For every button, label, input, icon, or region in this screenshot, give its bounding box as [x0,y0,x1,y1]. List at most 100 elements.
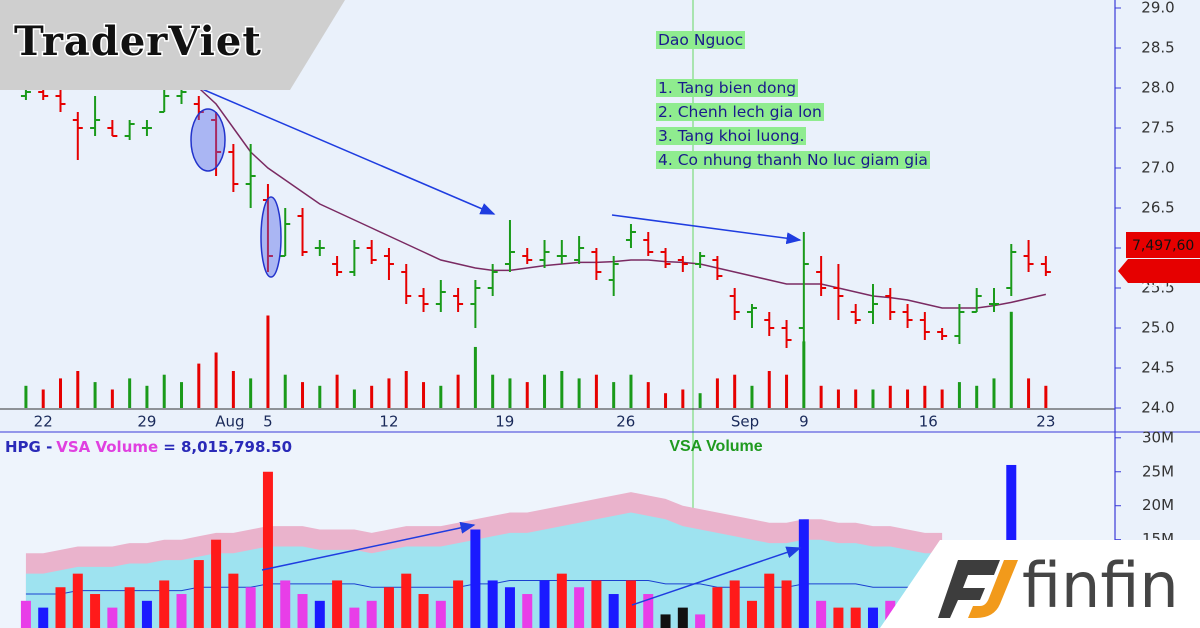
price-volume-bar [767,371,771,408]
price-volume-bar [352,389,356,408]
volume-bar [608,594,619,628]
price-volume-bar [664,393,668,408]
volume-bar [556,573,567,628]
price-volume-bar [525,382,529,408]
y-tick-label: 28.0 [1141,79,1174,97]
price-volume-bar [180,382,184,408]
price-volume-bar [24,385,28,408]
y-tick-label: 25M [1142,462,1174,480]
volume-bar [487,580,498,628]
volume-bar [38,607,49,628]
price-volume-bar [733,374,737,408]
volume-bar [816,600,827,628]
price-volume-bar [473,346,477,408]
x-tick-label: 26 [616,413,635,431]
price-volume-bar [923,385,927,408]
price-volume-bar [197,363,201,408]
price-volume-bar [76,371,80,408]
annotation-line: Dao Nguoc [656,28,930,52]
x-tick-label: Aug [215,413,244,431]
highlight-circle [260,196,282,278]
price-volume-bar [906,389,910,408]
price-volume-bar [577,378,581,408]
x-tick-label: 12 [379,413,398,431]
volume-bar [470,529,481,628]
price-volume-bar [629,374,633,408]
volume-bar [418,594,429,628]
y-tick-label: 30M [1142,428,1174,446]
price-volume-bar [560,371,564,408]
volume-bar [574,587,585,628]
y-tick-label: 24.0 [1141,399,1174,417]
volume-bar [401,573,412,628]
price-volume-bar [785,374,789,408]
icon-part [938,560,1000,618]
price-volume-bar [854,389,858,408]
volume-bar [72,573,83,628]
price-volume-bar [750,385,754,408]
price-volume-bar [422,382,426,408]
x-tick-label: 23 [1036,413,1055,431]
arrow [261,521,476,571]
price-volume-bar [439,385,443,408]
trend-arrows [194,85,802,606]
price-volume-bar [957,382,961,408]
price-volume-bar [266,315,270,408]
price-volume-bar [456,374,460,408]
y-tick-label: 29.0 [1141,0,1174,17]
price-volume-bar [335,374,339,408]
volume-bar [453,580,464,628]
price-volume-bar [214,352,218,408]
price-volume-bar [370,385,374,408]
price-volume-bar [404,371,408,408]
volume-bar [280,580,291,628]
price-volume-bar [646,382,650,408]
volume-bar [660,614,671,628]
symbol: HPG - [5,438,52,456]
cursor-label: 7,497,60 [1132,238,1194,254]
price-volume-bar [318,385,322,408]
volume-bar [211,539,222,628]
volume-bar [141,600,152,628]
price-volume-bar [871,389,875,408]
x-tick-label: Sep [731,413,759,431]
volume-legend: HPG - VSA Volume = 8,015,798.50 [5,438,292,456]
price-volume-bar [888,385,892,408]
volume-bar [297,594,308,628]
logo-backdrop [0,0,345,90]
volume-bar [625,580,636,628]
arrow [611,214,802,245]
y-tick-label: 27.0 [1141,159,1174,177]
x-tick-label: 9 [799,413,809,431]
price-volume-bar [1009,311,1013,408]
volume-bar [383,587,394,628]
volume-bar [643,594,654,628]
volume-bar [20,600,31,628]
y-tick-label: 25.0 [1141,319,1174,337]
volume-layer [20,464,1051,628]
annotation-line: 2. Chenh lech gia lon [656,100,930,124]
price-volume-bar [698,393,702,408]
icon-part [968,560,1018,618]
volume-bar [522,594,533,628]
price-volume-bar [992,378,996,408]
price-volume-bar [93,382,97,408]
price-volume-bar [594,374,598,408]
volume-bar [262,471,273,628]
arrow [194,85,496,215]
highlight-circle [190,108,226,172]
volume-bar [850,607,861,628]
price-volume-bar [110,389,114,408]
x-tick-label: 19 [495,413,514,431]
price-volume-bar [231,371,235,408]
volume-bar [729,580,740,628]
volume-bar [176,594,187,628]
price-volume-bar [612,382,616,408]
indicator: VSA Volume [56,438,158,456]
x-tick-label: 5 [263,413,273,431]
price-volume-bar [491,374,495,408]
volume-bar [159,580,170,628]
x-tick-label: 22 [34,413,53,431]
last-price-tag [1118,259,1200,283]
